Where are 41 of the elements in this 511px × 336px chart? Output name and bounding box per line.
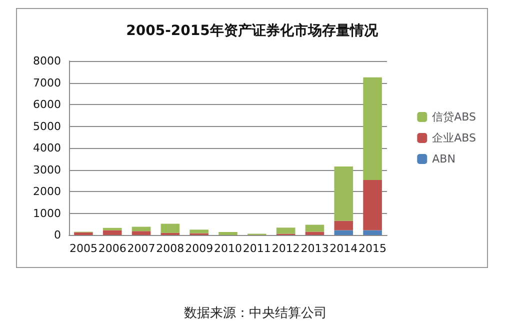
bar xyxy=(218,232,238,235)
x-tick-label: 2011 xyxy=(242,242,271,255)
bar xyxy=(334,166,354,221)
y-tick-label: 8000 xyxy=(33,54,61,68)
x-tick-label: 2013 xyxy=(300,242,329,255)
bar xyxy=(334,220,354,230)
bar xyxy=(74,232,93,235)
y-tick-label: 6000 xyxy=(33,98,61,111)
y-tick-label: 1000 xyxy=(33,206,61,220)
x-tick-label: 2005 xyxy=(69,242,98,255)
y-tick-label: 0 xyxy=(54,228,61,242)
y-tick-label: 3000 xyxy=(33,163,61,176)
bar xyxy=(305,224,324,232)
bar xyxy=(132,231,151,235)
x-tick-label: 2009 xyxy=(185,242,214,255)
y-tick-label: 7000 xyxy=(33,76,61,90)
bar xyxy=(363,230,382,235)
bar xyxy=(363,77,382,180)
source-note: 数据来源：中央结算公司 xyxy=(183,305,328,322)
x-tick-label: 2007 xyxy=(127,242,156,255)
x-tick-label: 2010 xyxy=(214,242,242,255)
y-tick-label: 5000 xyxy=(33,120,61,133)
x-tick-label: 2006 xyxy=(98,242,126,255)
bar xyxy=(102,230,122,235)
bar xyxy=(190,230,208,234)
y-tick-label: 4000 xyxy=(33,142,61,154)
x-tick-label: 2008 xyxy=(156,242,184,255)
x-tick-label: 2014 xyxy=(330,242,358,255)
bar xyxy=(334,230,354,235)
chart-title: 2005-2015年资产证券化市场存量情况 xyxy=(126,22,379,39)
bar xyxy=(132,226,151,232)
legend-label: 信贷ABS xyxy=(432,110,476,124)
bar xyxy=(160,224,180,233)
legend-label: ABN xyxy=(432,152,456,166)
bar xyxy=(305,232,324,235)
y-tick-label: 2000 xyxy=(33,185,61,198)
x-tick-label: 2015 xyxy=(358,242,387,255)
x-tick-label: 2012 xyxy=(272,242,300,255)
bar xyxy=(363,180,382,230)
bar xyxy=(276,228,296,234)
legend-label: 企业ABS xyxy=(432,132,476,144)
